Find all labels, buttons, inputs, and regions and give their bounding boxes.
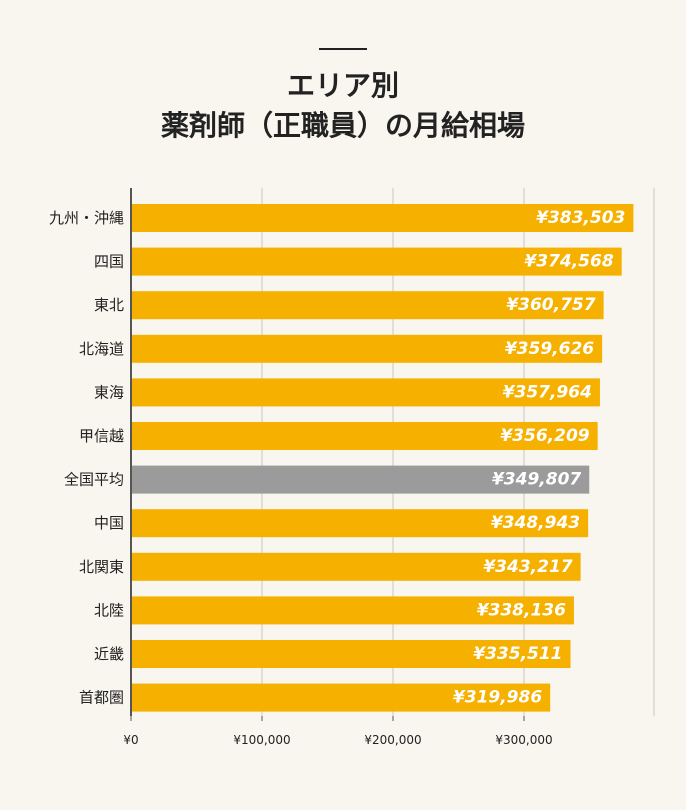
data-label: ¥359,626 xyxy=(505,339,594,359)
bar xyxy=(131,204,634,232)
category-label: 北陸 xyxy=(94,601,124,619)
data-label: ¥338,136 xyxy=(477,600,566,620)
data-label: ¥356,209 xyxy=(500,426,589,446)
data-label: ¥360,757 xyxy=(506,295,595,315)
category-label: 近畿 xyxy=(94,645,124,663)
x-tick-label: ¥200,000 xyxy=(364,733,421,747)
category-label: 全国平均 xyxy=(64,471,124,489)
bar xyxy=(131,640,571,668)
chart-title-line-1: エリア別 xyxy=(286,69,399,102)
category-label: 甲信越 xyxy=(79,427,124,445)
data-label: ¥343,217 xyxy=(483,557,572,577)
category-label: 九州・沖縄 xyxy=(49,209,124,227)
x-tick-label: ¥0 xyxy=(123,733,138,747)
bar xyxy=(131,596,574,625)
chart-title-line-2: 薬剤師（正職員）の月給相場 xyxy=(160,109,525,142)
data-label: ¥374,568 xyxy=(524,252,613,272)
category-label: 北関東 xyxy=(79,558,124,576)
data-label: ¥383,503 xyxy=(536,208,625,228)
bar xyxy=(131,378,600,407)
x-tick-label: ¥100,000 xyxy=(233,733,290,747)
data-label: ¥348,943 xyxy=(491,513,580,533)
title-decoration-line xyxy=(319,48,367,50)
bar xyxy=(131,334,603,363)
category-label: 中国 xyxy=(94,514,124,532)
bar xyxy=(131,422,598,450)
x-tick-label: ¥300,000 xyxy=(495,733,552,747)
bar xyxy=(131,247,622,276)
bar xyxy=(131,509,589,538)
bar xyxy=(131,465,590,494)
category-label: 北海道 xyxy=(79,340,124,358)
category-label: 四国 xyxy=(94,253,124,271)
category-label: 首都圏 xyxy=(79,689,124,707)
category-label: 東北 xyxy=(94,296,124,314)
data-label: ¥357,964 xyxy=(503,382,592,402)
data-label: ¥349,807 xyxy=(492,470,581,490)
category-label: 東海 xyxy=(94,383,124,401)
data-label: ¥335,511 xyxy=(473,644,562,664)
data-label: ¥319,986 xyxy=(453,688,542,708)
bar xyxy=(131,291,604,320)
bar xyxy=(131,552,581,581)
bar xyxy=(131,683,551,712)
chart-title: エリア別 薬剤師（正職員）の月給相場 xyxy=(0,66,686,146)
